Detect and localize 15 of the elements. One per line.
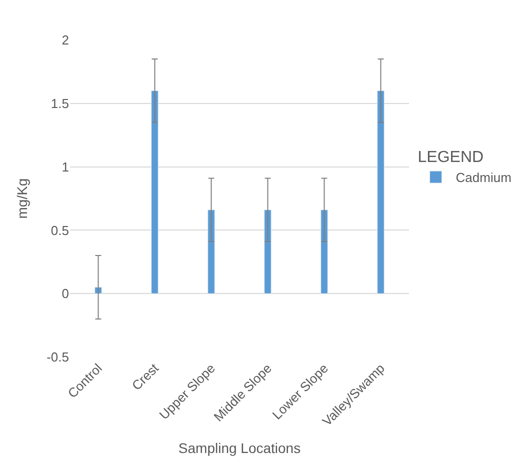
y-axis-title: mg/Kg: [14, 178, 30, 219]
bar: [264, 210, 272, 294]
y-tick-label: 2: [62, 32, 69, 48]
bar: [151, 90, 158, 294]
bar: [377, 90, 384, 294]
x-axis-title: Sampling Locations: [178, 440, 301, 456]
y-tick-label: 0: [62, 286, 69, 302]
bar: [208, 210, 215, 294]
y-tick-label: 0.5: [50, 222, 69, 238]
legend-title: LEGEND: [418, 149, 484, 166]
legend-label: Cadmium: [456, 170, 512, 186]
y-tick-label: 1.5: [50, 96, 69, 111]
y-tick-label: 1: [62, 159, 69, 174]
y-tick-label: -0.5: [46, 350, 69, 365]
bar: [320, 210, 328, 294]
